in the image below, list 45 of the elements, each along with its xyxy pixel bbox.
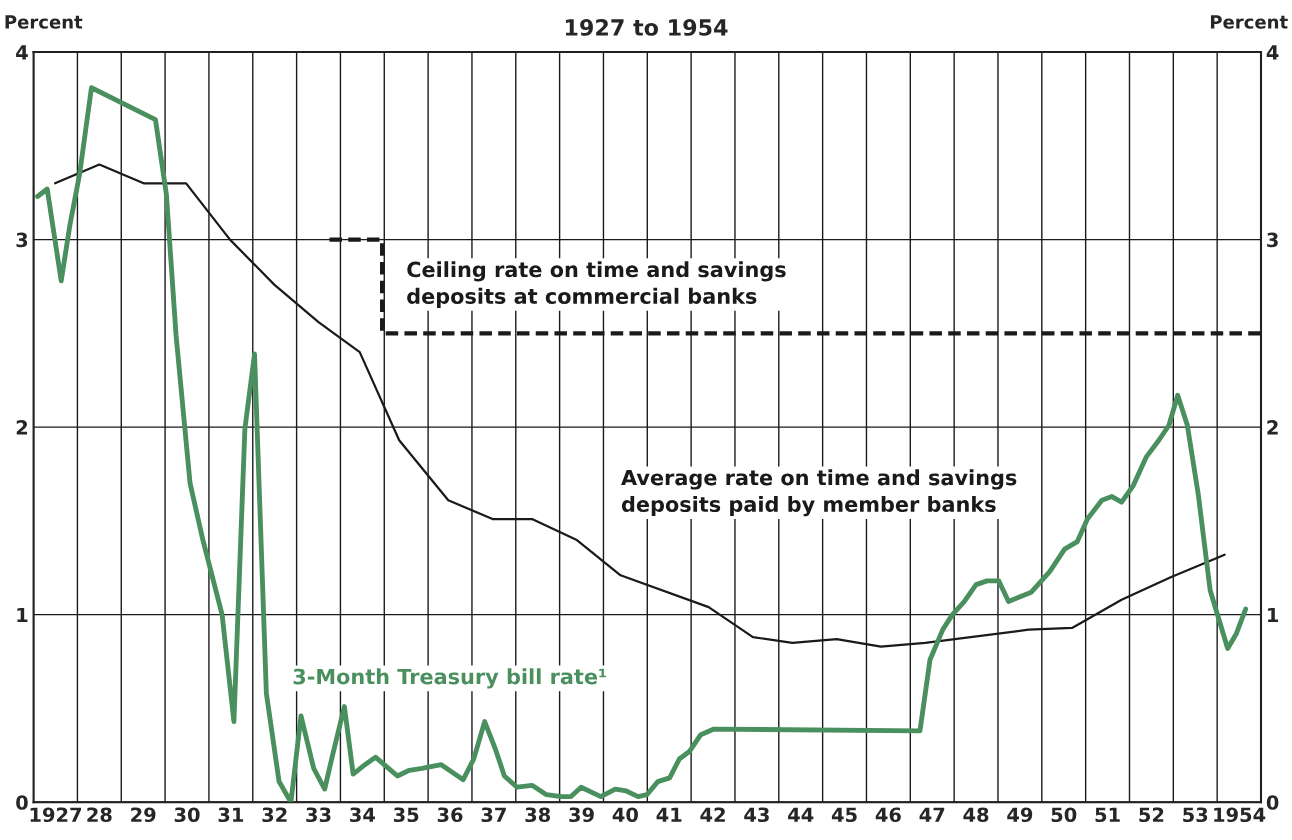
x-tick-label: 42 xyxy=(700,807,725,822)
x-tick-label: 30 xyxy=(174,807,200,823)
x-tick-label: 31 xyxy=(218,807,244,823)
x-tick-label: 35 xyxy=(393,807,419,823)
text: Average rate on time and savings deposits paid by member banks xyxy=(621,469,1017,517)
x-tick-label: 28 xyxy=(87,807,112,823)
series-label: Ceiling rate on time and savings deposits at commercial banks xyxy=(407,261,786,309)
x-tick-label: 32 xyxy=(262,807,287,823)
x-tick-label: 39 xyxy=(569,807,594,823)
y2-tick-label: 2 xyxy=(1267,420,1278,435)
y2-tick-label: 1 xyxy=(1268,607,1279,623)
y2-tick-label: 0 xyxy=(1266,795,1279,810)
x-tick-label: 46 xyxy=(875,807,901,823)
x-tick-label: 47 xyxy=(919,807,945,822)
y-tick-label: 0 xyxy=(16,795,28,810)
x-tick-label: 50 xyxy=(1051,807,1077,823)
y-tick-label: 1 xyxy=(17,607,28,623)
x-tick-label: 1954 xyxy=(1214,807,1266,823)
y-tick-label: 2 xyxy=(16,420,28,435)
x-tick-label: 51 xyxy=(1095,807,1120,823)
x-tick-label: 49 xyxy=(1007,807,1033,823)
x-tick-label: 43 xyxy=(744,807,769,823)
x-tick-label: 40 xyxy=(612,807,638,823)
x-tick-label: 38 xyxy=(525,807,551,823)
chart-title: 1927 to 1954 xyxy=(565,19,728,36)
x-tick-label: 33 xyxy=(306,807,331,823)
x-tick-label: 1927 xyxy=(30,807,82,823)
y-tick-label: 4 xyxy=(16,45,28,60)
x-tick-label: 36 xyxy=(437,807,463,823)
y-axis-title: Percent xyxy=(5,15,83,29)
y2-tick-label: 4 xyxy=(1266,45,1279,60)
x-tick-label: 45 xyxy=(831,807,857,823)
x-tick-label: 34 xyxy=(350,807,375,823)
y2-tick-label: 3 xyxy=(1267,232,1278,248)
series-label: 3-Month Treasury bill rate¹ xyxy=(293,668,606,689)
y-tick-label: 3 xyxy=(16,232,28,248)
x-tick-label: 29 xyxy=(131,807,156,823)
x-tick-label: 41 xyxy=(656,807,682,822)
x-tick-label: 48 xyxy=(963,807,989,823)
x-tick-label: 53 xyxy=(1183,807,1208,823)
line-series xyxy=(35,85,1249,803)
y2-axis-title: Percent xyxy=(1210,15,1288,29)
x-tick-label: 52 xyxy=(1139,807,1164,823)
x-tick-label: 44 xyxy=(788,807,814,822)
x-tick-label: 37 xyxy=(481,807,506,823)
